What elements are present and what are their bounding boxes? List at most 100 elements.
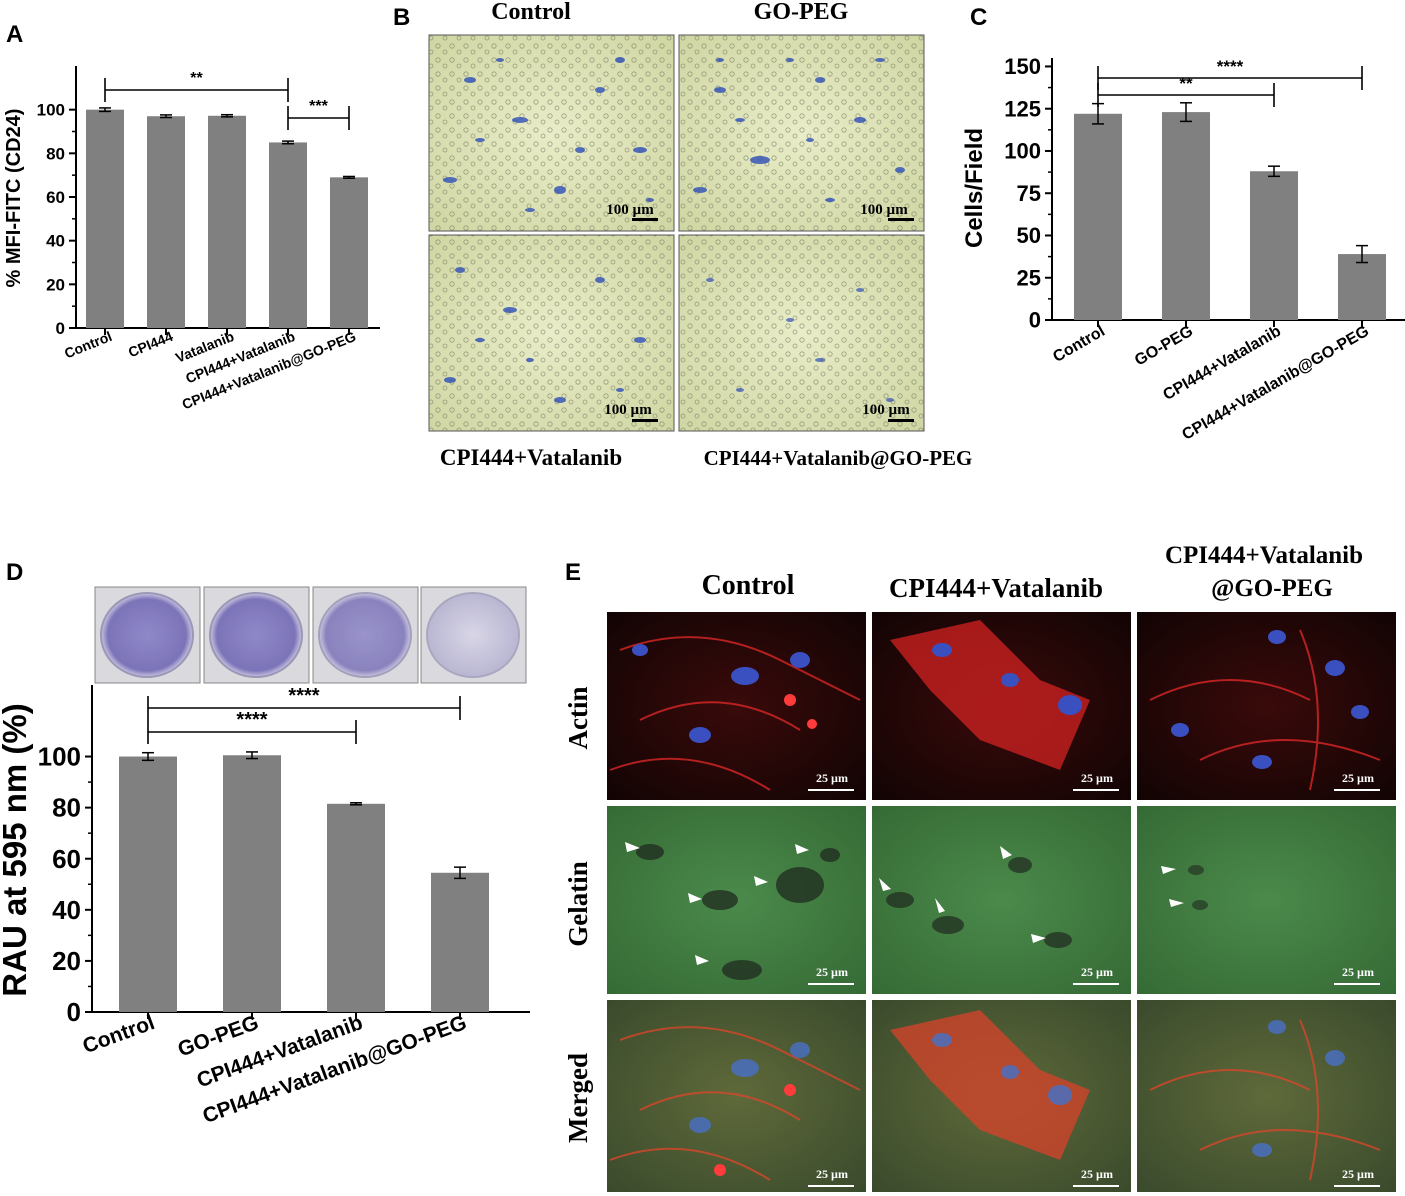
well-photos [94,586,527,684]
y-axis-label: % MFI-FITC (CD24) [3,109,25,288]
fluorescence-actin-combo: 25 µm [872,612,1131,800]
scale-label: 100 µm [604,402,652,418]
x-tick-label: Control [80,1011,158,1058]
scale-label: 100 µm [606,202,654,218]
well-photo-combo [312,586,419,684]
micrograph-transwell-control: 100 µm [428,34,675,232]
scale-label: 25 µm [1081,1167,1113,1181]
scale-label: 25 µm [1342,771,1374,785]
y-tick-label: 60 [46,188,65,207]
y-tick-label: 80 [46,144,65,163]
micrograph-transwell-combo: 100 µm [428,234,675,432]
y-tick-label: 0 [67,997,81,1027]
fluorescence-gelatin-combo: 25 µm [872,806,1131,994]
arrow-markers [879,846,1046,943]
micrograph-transwell-combo-gopeg: 100 µm [678,234,925,432]
arrow-markers [1161,866,1184,907]
y-axis-label: Cells/Field [961,128,988,248]
panel-b-letter: B [393,4,410,31]
fluorescence-merged-combo-gopeg: 25 µm [1137,1000,1396,1192]
bar [223,755,281,1012]
scale-label: 25 µm [1081,771,1113,785]
x-tick-label: GO-PEG [1132,323,1196,370]
bar [327,803,385,1012]
y-axis-label: RAU at 595 nm (%) [0,703,33,996]
scale-label: 100 µm [860,202,908,218]
bar [1250,171,1298,320]
y-tick-label: 0 [56,319,65,338]
fluorescence-merged-combo: 25 µm [872,1000,1131,1192]
significance-label: *** [309,98,328,115]
fluorescence-actin-combo-gopeg: 25 µm [1137,612,1396,800]
fluorescence-merged-control: 25 µm [607,1000,866,1192]
significance-label: **** [1217,57,1244,76]
panel-b-label-combo: CPI444+Vatalanib [440,445,622,470]
bar [1338,254,1386,320]
fluorescence-gelatin-combo-gopeg: 25 µm [1137,806,1396,994]
y-tick-label: 150 [1004,54,1041,79]
y-tick-label: 40 [52,895,81,925]
panel-b-label-combo-gopeg: CPI444+Vatalanib@GO-PEG [704,446,973,470]
chart-c: 0 25 50 75 100 125 150 Cells/Field Control GO-PEG… [961,54,1405,444]
x-tick-label: Control [1050,323,1108,366]
panel-e-row-gelatin: Gelatin [563,861,593,947]
y-tick-label: 100 [38,742,81,772]
y-tick-label: 20 [46,275,65,294]
y-tick-label: 75 [1017,181,1041,206]
y-tick-label: 80 [52,793,81,823]
panel-e-row-merged: Merged [563,1053,593,1143]
well-photo-combo-gopeg [420,586,527,684]
scale-label: 25 µm [1342,1167,1374,1181]
bar [330,177,368,328]
fluorescence-actin-control: 25 µm [607,612,866,800]
bar [269,142,307,328]
panel-b-label-go-peg: GO-PEG [754,0,849,25]
significance-label: **** [288,685,319,707]
scale-label: 25 µm [816,965,848,979]
panel-e-col-combo: CPI444+Vatalanib [889,573,1103,603]
bar [1162,112,1210,320]
scale-label: 25 µm [816,771,848,785]
micrograph-transwell-go-peg: 100 µm [678,34,925,232]
panel-c-letter: C [970,4,987,31]
significance-label: ** [1179,74,1193,93]
well-photo-go-peg [203,586,310,684]
scale-label: 25 µm [1081,965,1113,979]
y-tick-label: 0 [1029,308,1041,333]
y-tick-label: 100 [37,101,65,120]
scale-label: 100 µm [862,402,910,418]
panel-e-col-combo-gopeg-line2: @GO-PEG [1211,575,1333,602]
arrow-markers [625,842,809,965]
panel-a-letter: A [6,21,23,48]
well-photo-control [94,586,201,684]
panel-a: A 0 20 40 60 80 100 % MFI-FITC (CD24) Control CP… [3,21,380,412]
fluorescence-gelatin-control: 25 µm [607,806,866,994]
panel-b-label-control: Control [491,0,571,25]
panel-b: B Control GO-PEG CPI444+Vatalanib CPI444… [393,0,972,470]
y-tick-label: 50 [1017,223,1041,248]
panel-e-col-combo-gopeg-line1: CPI444+Vatalanib [1165,542,1363,569]
panel-e-col-control: Control [702,570,795,601]
y-tick-label: 40 [46,232,65,251]
bar [208,115,246,328]
significance-label: ** [190,70,203,87]
x-tick-label: Control [62,328,114,361]
y-tick-label: 100 [1004,139,1041,164]
panel-e: E Control CPI444+Vatalanib CPI444+Vatala… [563,542,1396,1192]
bar [86,109,124,329]
y-tick-label: 20 [52,946,81,976]
bar [431,872,489,1012]
y-tick-label: 125 [1004,96,1041,121]
x-tick-label: CPI444 [126,328,175,360]
panel-c: C 0 25 50 75 100 125 150 Cells/Field Control GO-P… [961,4,1405,444]
bar [119,756,177,1012]
y-tick-label: 25 [1017,265,1041,290]
scale-label: 25 µm [816,1167,848,1181]
panel-e-letter: E [565,559,581,586]
significance-label: **** [236,709,267,731]
bar [1074,113,1122,321]
bar [147,116,185,328]
